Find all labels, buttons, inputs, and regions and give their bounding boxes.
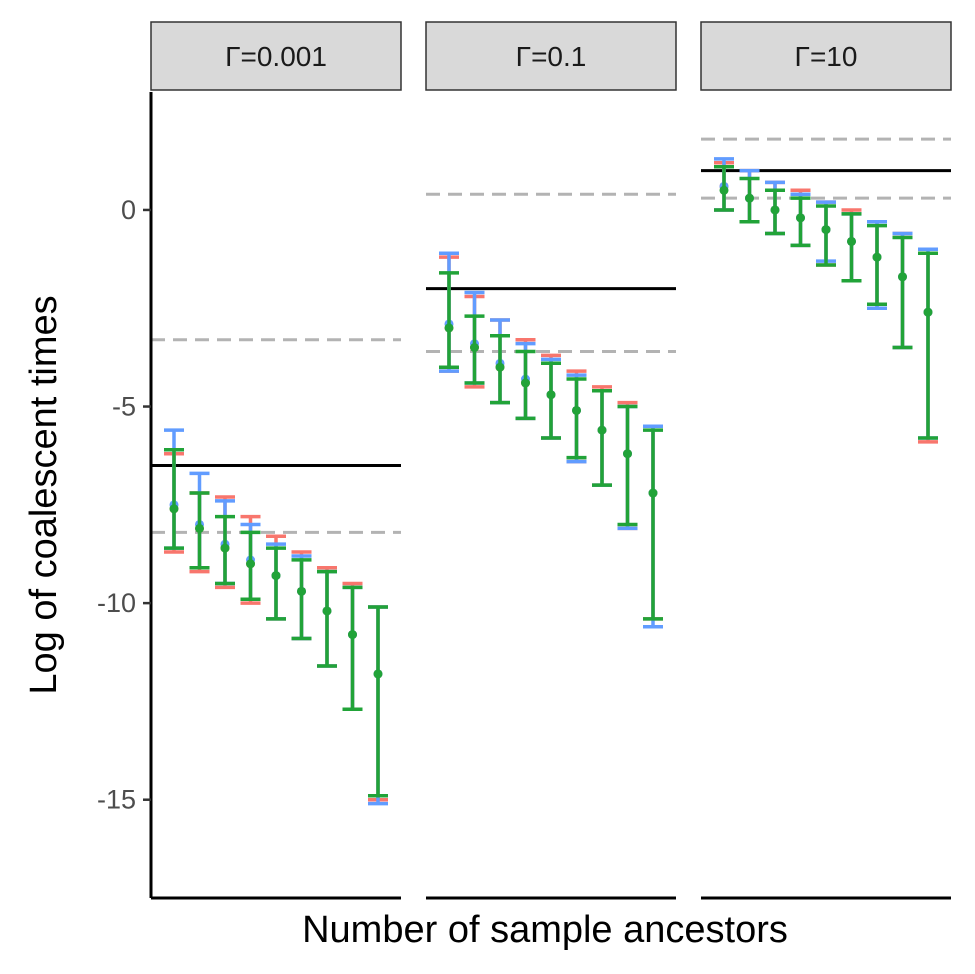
errorbar-point <box>373 669 383 679</box>
errorbar-point <box>246 559 255 569</box>
errorbar-point <box>271 571 281 581</box>
facet-strip <box>700 21 952 91</box>
errorbar-point <box>348 630 357 640</box>
errorbar-point <box>521 378 530 388</box>
errorbar-point <box>546 390 556 400</box>
x-axis-title: Number of sample ancestors <box>302 909 788 951</box>
errorbar-point <box>847 236 856 246</box>
facet-strip <box>425 21 677 91</box>
facet-panels <box>151 137 951 806</box>
facet-strip <box>150 21 402 91</box>
errorbar-point <box>495 362 505 372</box>
y-tick-label: -10 <box>97 588 136 618</box>
y-axis-title: Log of coalescent times <box>23 295 65 694</box>
series-green <box>714 164 938 440</box>
series-green <box>164 448 388 798</box>
errorbar-point <box>597 425 607 435</box>
errorbar-point <box>572 405 581 415</box>
series-blue <box>439 251 663 629</box>
y-tick-label: -15 <box>97 785 136 815</box>
series-red <box>164 451 388 802</box>
errorbar-point <box>770 205 780 215</box>
errorbar-point <box>745 193 754 203</box>
errorbar-point <box>719 185 729 195</box>
facet-panel <box>426 192 676 629</box>
errorbar-point <box>322 606 332 616</box>
y-ticks: 0 -5 -10 -15 <box>97 195 151 815</box>
facet-panel <box>151 338 401 806</box>
errorbar-point <box>898 272 907 282</box>
errorbar-point <box>444 323 454 333</box>
series-green <box>439 271 663 621</box>
errorbar-point <box>923 307 933 317</box>
errorbar-point <box>220 543 230 553</box>
errorbar-point <box>297 586 306 596</box>
facet-panel <box>701 137 951 444</box>
y-tick-label: 0 <box>121 195 136 225</box>
errorbar-point <box>195 523 204 533</box>
y-axis: 0 -5 -10 -15 <box>97 92 153 898</box>
errorbar-point <box>872 252 882 262</box>
errorbar-point <box>169 504 179 514</box>
y-tick-label: -5 <box>112 392 136 422</box>
errorbar-point <box>821 225 831 235</box>
errorbar-point <box>796 213 805 223</box>
errorbar-point <box>470 343 479 353</box>
errorbar-point <box>623 449 632 459</box>
facet-strip-label: Γ=0.001 <box>225 41 327 72</box>
facet-strip-label: Γ=0.1 <box>516 41 587 72</box>
errorbar-point <box>648 488 658 498</box>
facet-strips: Γ=0.001 Γ=0.1 Γ=10 <box>150 21 952 91</box>
facet-strip-label: Γ=10 <box>795 41 858 72</box>
